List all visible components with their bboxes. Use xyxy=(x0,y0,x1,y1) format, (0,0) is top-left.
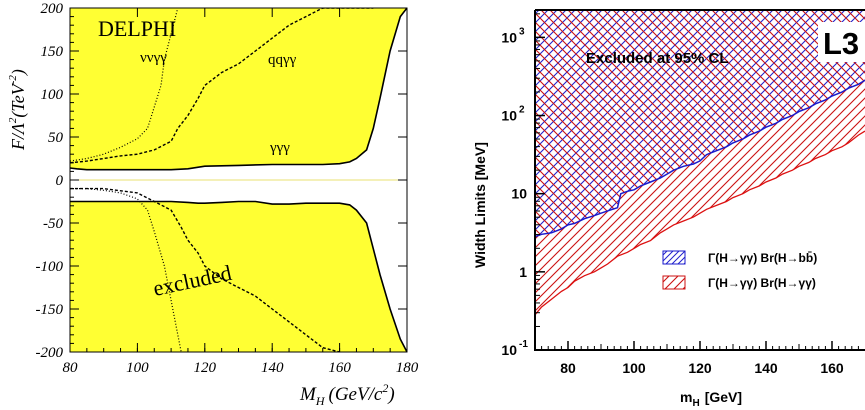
l3-y-tick-exponent: -1 xyxy=(519,339,528,350)
delphi-y-tick-label: 100 xyxy=(41,87,64,103)
l3-excluded-title: Excluded at 95% CL xyxy=(586,50,729,67)
delphi-x-tick-label: 120 xyxy=(194,360,217,376)
l3-legend: Γ(H→γγ) Br(H→bb̄) Γ(H→γγ) Br(H→γγ) xyxy=(662,250,817,290)
annotation-nunu-gamma-gamma: ννγγ xyxy=(140,50,167,66)
legend-label-bb: Γ(H→γγ) Br(H→bb̄) xyxy=(708,251,817,265)
legend-swatch-gg xyxy=(662,275,686,290)
l3-y-tick-label: 10 xyxy=(511,186,527,202)
l3-y-tick-label: 1 xyxy=(519,264,527,280)
delphi-experiment-label: DELPHI xyxy=(98,16,176,41)
region-bb-excluded xyxy=(535,10,865,237)
delphi-x-tick-label: 80 xyxy=(63,360,79,376)
l3-y-tick-label: 10 xyxy=(501,29,517,45)
legend-swatch-bb xyxy=(662,250,686,265)
delphi-chart: 80 100 120 140 160 180 200 150 100 50 0 -50 -100 -150… xyxy=(7,1,419,408)
series-line-gg xyxy=(535,130,865,316)
delphi-x-tick-label: 100 xyxy=(126,360,149,376)
l3-experiment-label: L3 xyxy=(823,26,859,61)
delphi-y-tick-label: -200 xyxy=(36,345,64,361)
limit-line-nunu-gamma-gamma xyxy=(70,8,179,162)
l3-y-tick-exponent: 3 xyxy=(519,26,525,37)
l3-y-axis-title: Width Limits [MeV] xyxy=(472,142,488,268)
delphi-y-tick-label: 200 xyxy=(41,1,64,17)
delphi-y-tick-label: 150 xyxy=(41,44,64,60)
limit-line-lower xyxy=(70,200,407,352)
limit-line-gamma-gamma-gamma xyxy=(70,8,407,171)
delphi-y-tick-label: 0 xyxy=(56,173,64,189)
delphi-x-tick-label: 140 xyxy=(261,360,284,376)
delphi-y-tick-label: 50 xyxy=(48,130,64,146)
annotation-qq-gamma-gamma: qqγγ xyxy=(268,52,297,68)
l3-x-tick-label: 100 xyxy=(622,360,646,376)
l3-y-tick-exponent: 2 xyxy=(519,105,525,116)
delphi-x-tick-label: 180 xyxy=(396,360,419,376)
limit-line-lower-qq-gamma-gamma xyxy=(70,187,340,352)
delphi-y-tick-label: -150 xyxy=(36,302,64,318)
l3-x-tick-label: 120 xyxy=(688,360,712,376)
delphi-x-tick-label: 160 xyxy=(328,360,351,376)
l3-x-axis-title: mH [GeV] xyxy=(680,389,742,409)
delphi-x-axis-title: MH (GeV/c2) xyxy=(299,381,395,408)
legend-label-gg: Γ(H→γγ) Br(H→γγ) xyxy=(708,276,816,290)
l3-logo-box xyxy=(818,22,865,62)
delphi-y-tick-label: -50 xyxy=(43,216,63,232)
series-line-bb xyxy=(535,79,865,238)
l3-x-tick-label: 80 xyxy=(560,360,576,376)
limit-line-qq-gamma-gamma xyxy=(70,8,374,164)
delphi-y-axis-title: F/Λ2(TeV-2) xyxy=(7,69,29,151)
l3-y-tick-label: 10 xyxy=(501,342,517,358)
l3-x-tick-label: 140 xyxy=(754,360,778,376)
l3-y-tick-label: 10 xyxy=(501,108,517,124)
delphi-y-tick-label: -100 xyxy=(36,259,64,275)
l3-x-tick-label: 160 xyxy=(820,360,844,376)
annotation-gamma-gamma-gamma: γγγ xyxy=(269,140,290,156)
